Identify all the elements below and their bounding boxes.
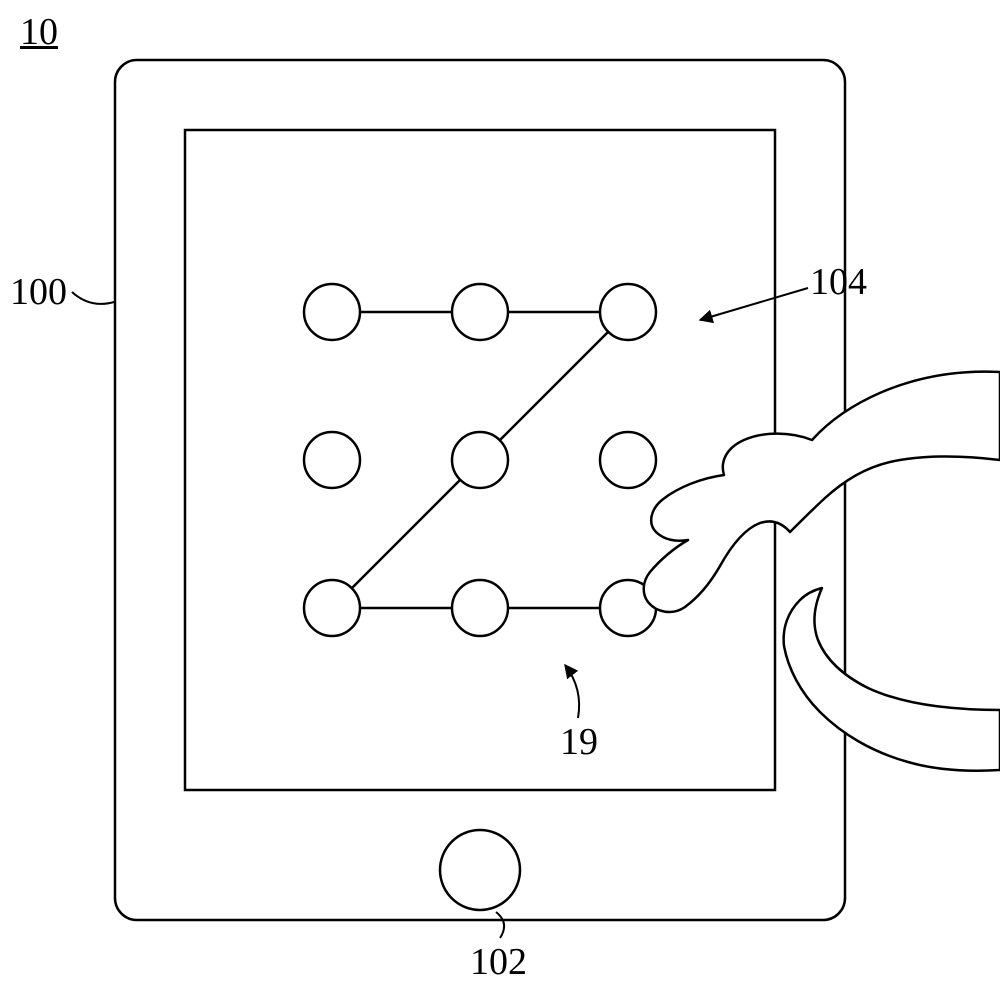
label-home-button: 102: [470, 940, 527, 984]
figure-svg: [0, 0, 1000, 988]
label-pattern-path: 19: [560, 720, 598, 764]
figure-stage: 10 100 102 104 19: [0, 0, 1000, 988]
label-device-body: 100: [10, 270, 67, 314]
label-pattern-area: 104: [810, 260, 867, 304]
label-figure-id: 10: [20, 10, 58, 54]
